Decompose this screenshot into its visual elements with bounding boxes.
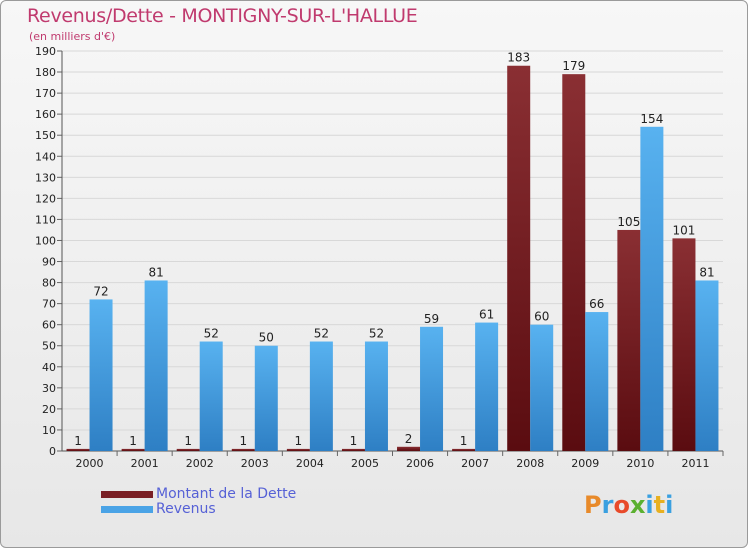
bar-revenus [475, 322, 499, 451]
data-label-revenus: 52 [314, 327, 329, 341]
x-tick-label: 2009 [571, 457, 599, 470]
y-tick-label: 180 [35, 66, 56, 79]
data-label-revenus: 59 [424, 312, 439, 326]
x-tick-label: 2003 [241, 457, 269, 470]
logo-letter: i [645, 491, 654, 519]
x-tick-label: 2008 [516, 457, 544, 470]
y-tick-label: 0 [49, 445, 56, 458]
y-tick-label: 60 [42, 319, 56, 332]
logo-letter: P [584, 491, 602, 519]
bar-revenus [695, 280, 719, 451]
x-tick-label: 2006 [406, 457, 434, 470]
data-label-dette: 1 [129, 434, 137, 448]
logo-letter: x [629, 491, 646, 519]
bar-dette [452, 448, 476, 451]
bar-revenus [364, 341, 388, 451]
y-tick-label: 190 [35, 45, 56, 58]
chart-subtitle: (en milliers d'€) [29, 30, 116, 43]
bar-dette [397, 446, 421, 451]
logo-letter: o [613, 491, 630, 519]
x-tick-label: 2001 [131, 457, 159, 470]
logo-letter: i [665, 491, 674, 519]
data-label-dette: 1 [295, 434, 303, 448]
data-label-dette: 101 [673, 223, 696, 237]
bar-dette [507, 65, 531, 451]
x-tick-label: 2004 [296, 457, 324, 470]
y-tick-label: 120 [35, 192, 56, 205]
bar-dette [121, 448, 145, 451]
x-tick-label: 2011 [681, 457, 709, 470]
legend: Montant de la Dette Revenus [101, 487, 296, 517]
bar-revenus [144, 280, 168, 451]
legend-swatch-dette [101, 491, 153, 498]
logo-letter: r [601, 491, 614, 519]
legend-label-dette: Montant de la Dette [156, 486, 297, 502]
data-label-revenus: 81 [699, 265, 714, 279]
bar-revenus [530, 324, 554, 451]
data-label-dette: 1 [350, 434, 358, 448]
data-label-revenus: 72 [93, 284, 108, 298]
y-tick-label: 10 [42, 424, 56, 437]
data-label-revenus: 66 [589, 297, 604, 311]
chart-title: Revenus/Dette - MONTIGNY-SUR-L'HALLUE [27, 5, 418, 27]
bar-revenus [640, 126, 664, 451]
x-tick-label: 2010 [626, 457, 654, 470]
y-tick-label: 30 [42, 382, 56, 395]
y-tick-label: 40 [42, 361, 56, 374]
data-label-revenus: 81 [148, 265, 163, 279]
data-label-revenus: 61 [479, 308, 494, 322]
data-label-revenus: 52 [204, 327, 219, 341]
y-tick-label: 140 [35, 150, 56, 163]
x-tick-label: 2005 [351, 457, 379, 470]
y-tick-label: 80 [42, 277, 56, 290]
bar-revenus [89, 299, 113, 451]
x-tick-label: 2007 [461, 457, 489, 470]
data-label-dette: 179 [562, 59, 585, 73]
y-tick-label: 170 [35, 87, 56, 100]
bar-dette [176, 448, 200, 451]
bar-revenus [420, 326, 444, 451]
x-tick-label: 2000 [76, 457, 104, 470]
logo-letter: t [653, 491, 666, 519]
data-label-revenus: 50 [259, 331, 274, 345]
y-tick-label: 90 [42, 256, 56, 269]
bar-revenus [585, 312, 609, 451]
legend-label-revenus: Revenus [156, 501, 216, 517]
bar-dette [672, 238, 696, 451]
bar-dette [562, 74, 586, 451]
y-tick-label: 160 [35, 108, 56, 121]
bar-dette [286, 448, 310, 451]
data-label-revenus: 154 [640, 112, 663, 126]
data-label-dette: 2 [405, 432, 413, 446]
data-label-dette: 1 [184, 434, 192, 448]
bar-revenus [199, 341, 223, 451]
proxiti-logo: Proxiti [584, 491, 673, 519]
legend-swatch-revenus [101, 506, 153, 513]
data-label-revenus: 52 [369, 327, 384, 341]
bar-revenus [254, 345, 278, 451]
y-tick-label: 20 [42, 403, 56, 416]
data-label-dette: 183 [507, 51, 530, 65]
data-label-dette: 1 [239, 434, 247, 448]
y-tick-label: 150 [35, 129, 56, 142]
y-tick-label: 70 [42, 298, 56, 311]
legend-item-dette: Montant de la Dette [101, 487, 296, 502]
y-tick-label: 130 [35, 171, 56, 184]
bar-revenus [309, 341, 333, 451]
y-tick-label: 110 [35, 213, 56, 226]
data-label-dette: 1 [74, 434, 82, 448]
x-tick-label: 2002 [186, 457, 214, 470]
legend-item-revenus: Revenus [101, 502, 296, 517]
bar-dette [341, 448, 365, 451]
bar-dette [231, 448, 255, 451]
data-label-revenus: 60 [534, 310, 549, 324]
bar-dette [66, 448, 90, 451]
data-label-dette: 105 [617, 215, 640, 229]
y-tick-label: 100 [35, 234, 56, 247]
bar-dette [617, 229, 641, 451]
y-tick-label: 50 [42, 340, 56, 353]
data-label-dette: 1 [460, 434, 468, 448]
